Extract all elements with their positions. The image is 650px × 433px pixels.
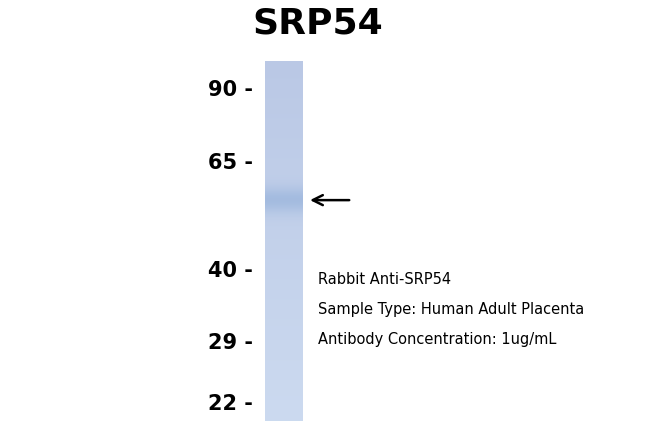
Text: Antibody Concentration: 1ug/mL: Antibody Concentration: 1ug/mL <box>318 332 556 347</box>
Text: 90 -: 90 - <box>207 80 253 100</box>
Text: SRP54: SRP54 <box>252 7 384 41</box>
Text: 22 -: 22 - <box>207 394 253 414</box>
Text: Sample Type: Human Adult Placenta: Sample Type: Human Adult Placenta <box>318 302 584 317</box>
Text: Rabbit Anti-SRP54: Rabbit Anti-SRP54 <box>318 272 451 287</box>
Text: 65 -: 65 - <box>207 153 253 173</box>
Text: 29 -: 29 - <box>207 333 253 352</box>
Text: 40 -: 40 - <box>207 261 253 281</box>
